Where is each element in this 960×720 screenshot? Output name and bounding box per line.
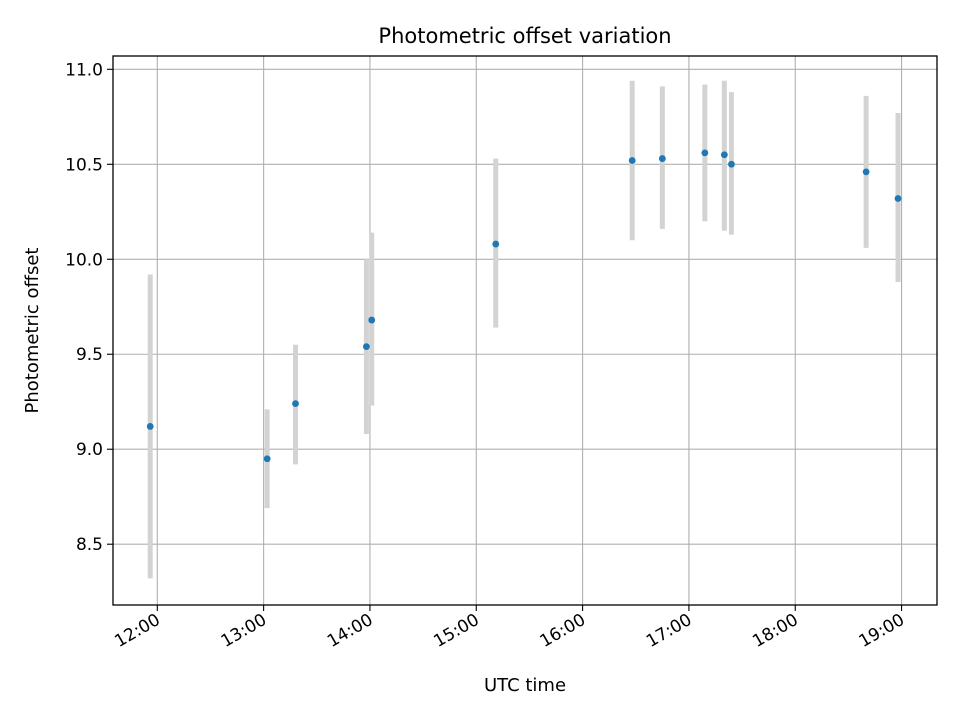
- y-tick-label: 8.5: [76, 535, 103, 555]
- data-point: [728, 160, 735, 168]
- y-tick-label: 11.0: [65, 60, 103, 80]
- data-point: [701, 149, 709, 157]
- y-tick-label: 10.5: [65, 155, 103, 175]
- x-axis-title: UTC time: [484, 675, 566, 696]
- y-axis-title: Photometric offset: [22, 248, 43, 414]
- y-tick-label: 9.5: [76, 345, 103, 365]
- grid: [113, 56, 937, 605]
- data-point: [720, 151, 728, 159]
- data-point: [894, 195, 902, 202]
- chart-title: Photometric offset variation: [378, 24, 671, 48]
- data-point: [263, 455, 271, 463]
- data-points: [146, 149, 902, 463]
- data-point: [146, 423, 154, 430]
- data-point: [862, 168, 870, 176]
- data-point: [628, 157, 636, 164]
- y-tick-label: 9.0: [76, 440, 103, 460]
- y-axis-ticks: 8.5 9.0 9.5 10.0 10.5 11.0: [65, 60, 113, 555]
- y-tick-label: 10.0: [65, 250, 103, 270]
- data-point: [368, 316, 376, 324]
- plot-frame: [112, 55, 938, 606]
- data-point: [292, 400, 299, 408]
- data-point: [363, 343, 370, 351]
- data-point: [492, 240, 500, 248]
- data-point: [658, 155, 666, 162]
